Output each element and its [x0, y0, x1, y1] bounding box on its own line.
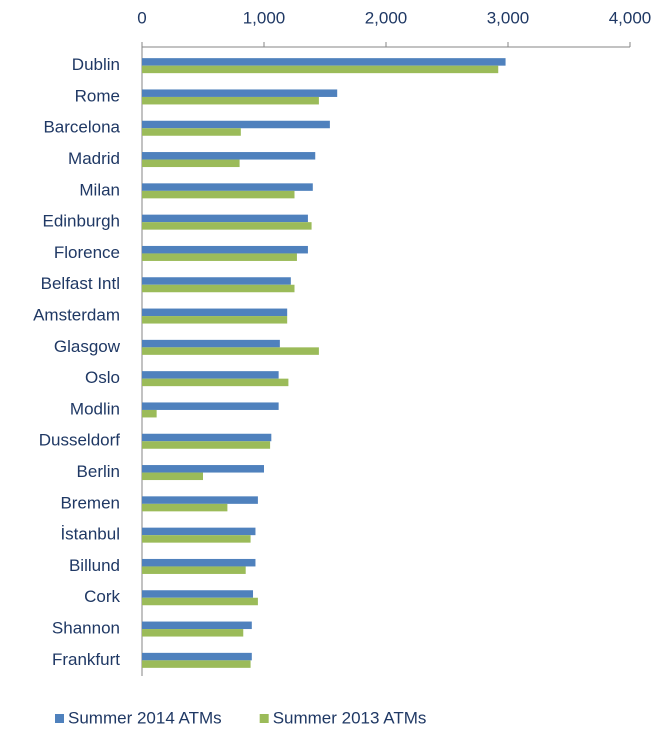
bar — [142, 402, 279, 410]
bar — [142, 378, 289, 387]
y-tick-label: Bremen — [60, 493, 120, 512]
y-tick-label: Belfast Intl — [41, 274, 120, 293]
bar — [142, 58, 506, 66]
y-tick-label: Dusseldorf — [39, 431, 121, 450]
y-tick-label: Amsterdam — [33, 306, 120, 325]
bar — [142, 159, 240, 168]
bar — [142, 89, 338, 97]
bar — [142, 347, 319, 355]
y-tick-label: Dublin — [72, 55, 120, 74]
bar — [142, 190, 295, 199]
bar — [142, 183, 313, 191]
bar — [142, 527, 256, 536]
bar — [142, 566, 246, 574]
bar — [142, 214, 308, 223]
bar — [142, 496, 258, 504]
y-tick-label: Oslo — [85, 368, 120, 387]
y-tick-label: Modlin — [70, 399, 120, 418]
bar — [142, 284, 295, 293]
legend-swatch — [259, 714, 269, 723]
bar — [142, 472, 203, 481]
bar — [142, 253, 297, 261]
bar — [142, 308, 288, 317]
bar — [142, 316, 288, 324]
bar — [142, 629, 244, 637]
legend-label: Summer 2014 ATMs — [68, 708, 222, 727]
bar — [142, 277, 291, 285]
y-tick-label: Berlin — [77, 462, 120, 481]
y-tick-label: Glasgow — [54, 337, 121, 356]
x-tick-label: 0 — [137, 8, 146, 27]
x-tick-label: 2,000 — [365, 8, 408, 27]
bar — [142, 441, 271, 449]
y-tick-label: Frankfurt — [52, 650, 120, 669]
bar — [142, 152, 316, 160]
y-tick-label: Billund — [69, 556, 120, 575]
y-tick-label: İstanbul — [60, 525, 120, 544]
y-tick-label: Madrid — [68, 149, 120, 168]
y-tick-label: Edinburgh — [42, 212, 120, 231]
bar — [142, 245, 308, 254]
legend-label: Summer 2013 ATMs — [273, 708, 427, 727]
legend-swatch — [55, 714, 64, 723]
x-tick-label: 4,000 — [609, 8, 652, 27]
bar — [142, 465, 264, 473]
bar — [142, 339, 280, 348]
y-tick-label: Rome — [75, 86, 120, 105]
bar — [142, 409, 157, 418]
bar — [142, 660, 251, 668]
x-tick-label: 3,000 — [487, 8, 530, 27]
y-tick-label: Shannon — [52, 619, 120, 638]
bar — [142, 558, 256, 567]
bar — [142, 96, 319, 105]
bar — [142, 65, 499, 74]
bar — [142, 621, 252, 630]
bar — [142, 120, 330, 129]
y-tick-label: Cork — [84, 587, 120, 606]
y-tick-label: Milan — [79, 180, 120, 199]
y-tick-label: Barcelona — [43, 118, 120, 137]
x-tick-label: 1,000 — [243, 8, 286, 27]
bar — [142, 371, 279, 379]
bar — [142, 590, 254, 598]
bar — [142, 597, 258, 606]
bar — [142, 128, 241, 136]
bar — [142, 652, 252, 661]
bar — [142, 222, 312, 230]
bar — [142, 503, 228, 512]
y-tick-label: Florence — [54, 243, 120, 262]
bar — [142, 535, 251, 543]
bar — [142, 433, 272, 442]
